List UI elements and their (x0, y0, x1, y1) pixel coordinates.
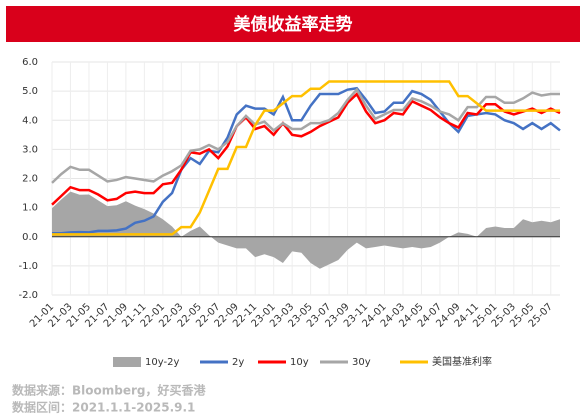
y-tick-label: 0.0 (22, 232, 38, 243)
y-tick-label: 1.0 (22, 203, 38, 214)
legend-label: 2y (232, 357, 244, 368)
line (51, 91, 561, 206)
title-bar (6, 6, 580, 42)
y-tick-label: -2.0 (18, 290, 38, 301)
footnote: 数据区间：2021.1.1-2025.9.1 (12, 400, 195, 415)
chart-title: 美债收益率走势 (234, 14, 353, 35)
y-tick-label: 2.0 (22, 174, 38, 185)
legend-swatch (113, 357, 141, 367)
y-tick-label: -1.0 (18, 261, 38, 272)
y-tick-label: 5.0 (22, 86, 38, 97)
y-tick-label: 6.0 (22, 57, 38, 68)
legend-label: 美国基准利率 (432, 355, 492, 368)
legend-label: 10y (290, 357, 309, 368)
legend-label: 30y (352, 357, 371, 368)
line (52, 80, 560, 236)
legend-label: 10y-2y (145, 357, 179, 368)
y-tick-label: 3.0 (22, 144, 38, 155)
area (52, 191, 560, 269)
y-tick-label: 4.0 (22, 115, 38, 126)
footnote: 数据来源：Bloomberg，好买香港 (12, 383, 206, 398)
line (51, 87, 560, 184)
